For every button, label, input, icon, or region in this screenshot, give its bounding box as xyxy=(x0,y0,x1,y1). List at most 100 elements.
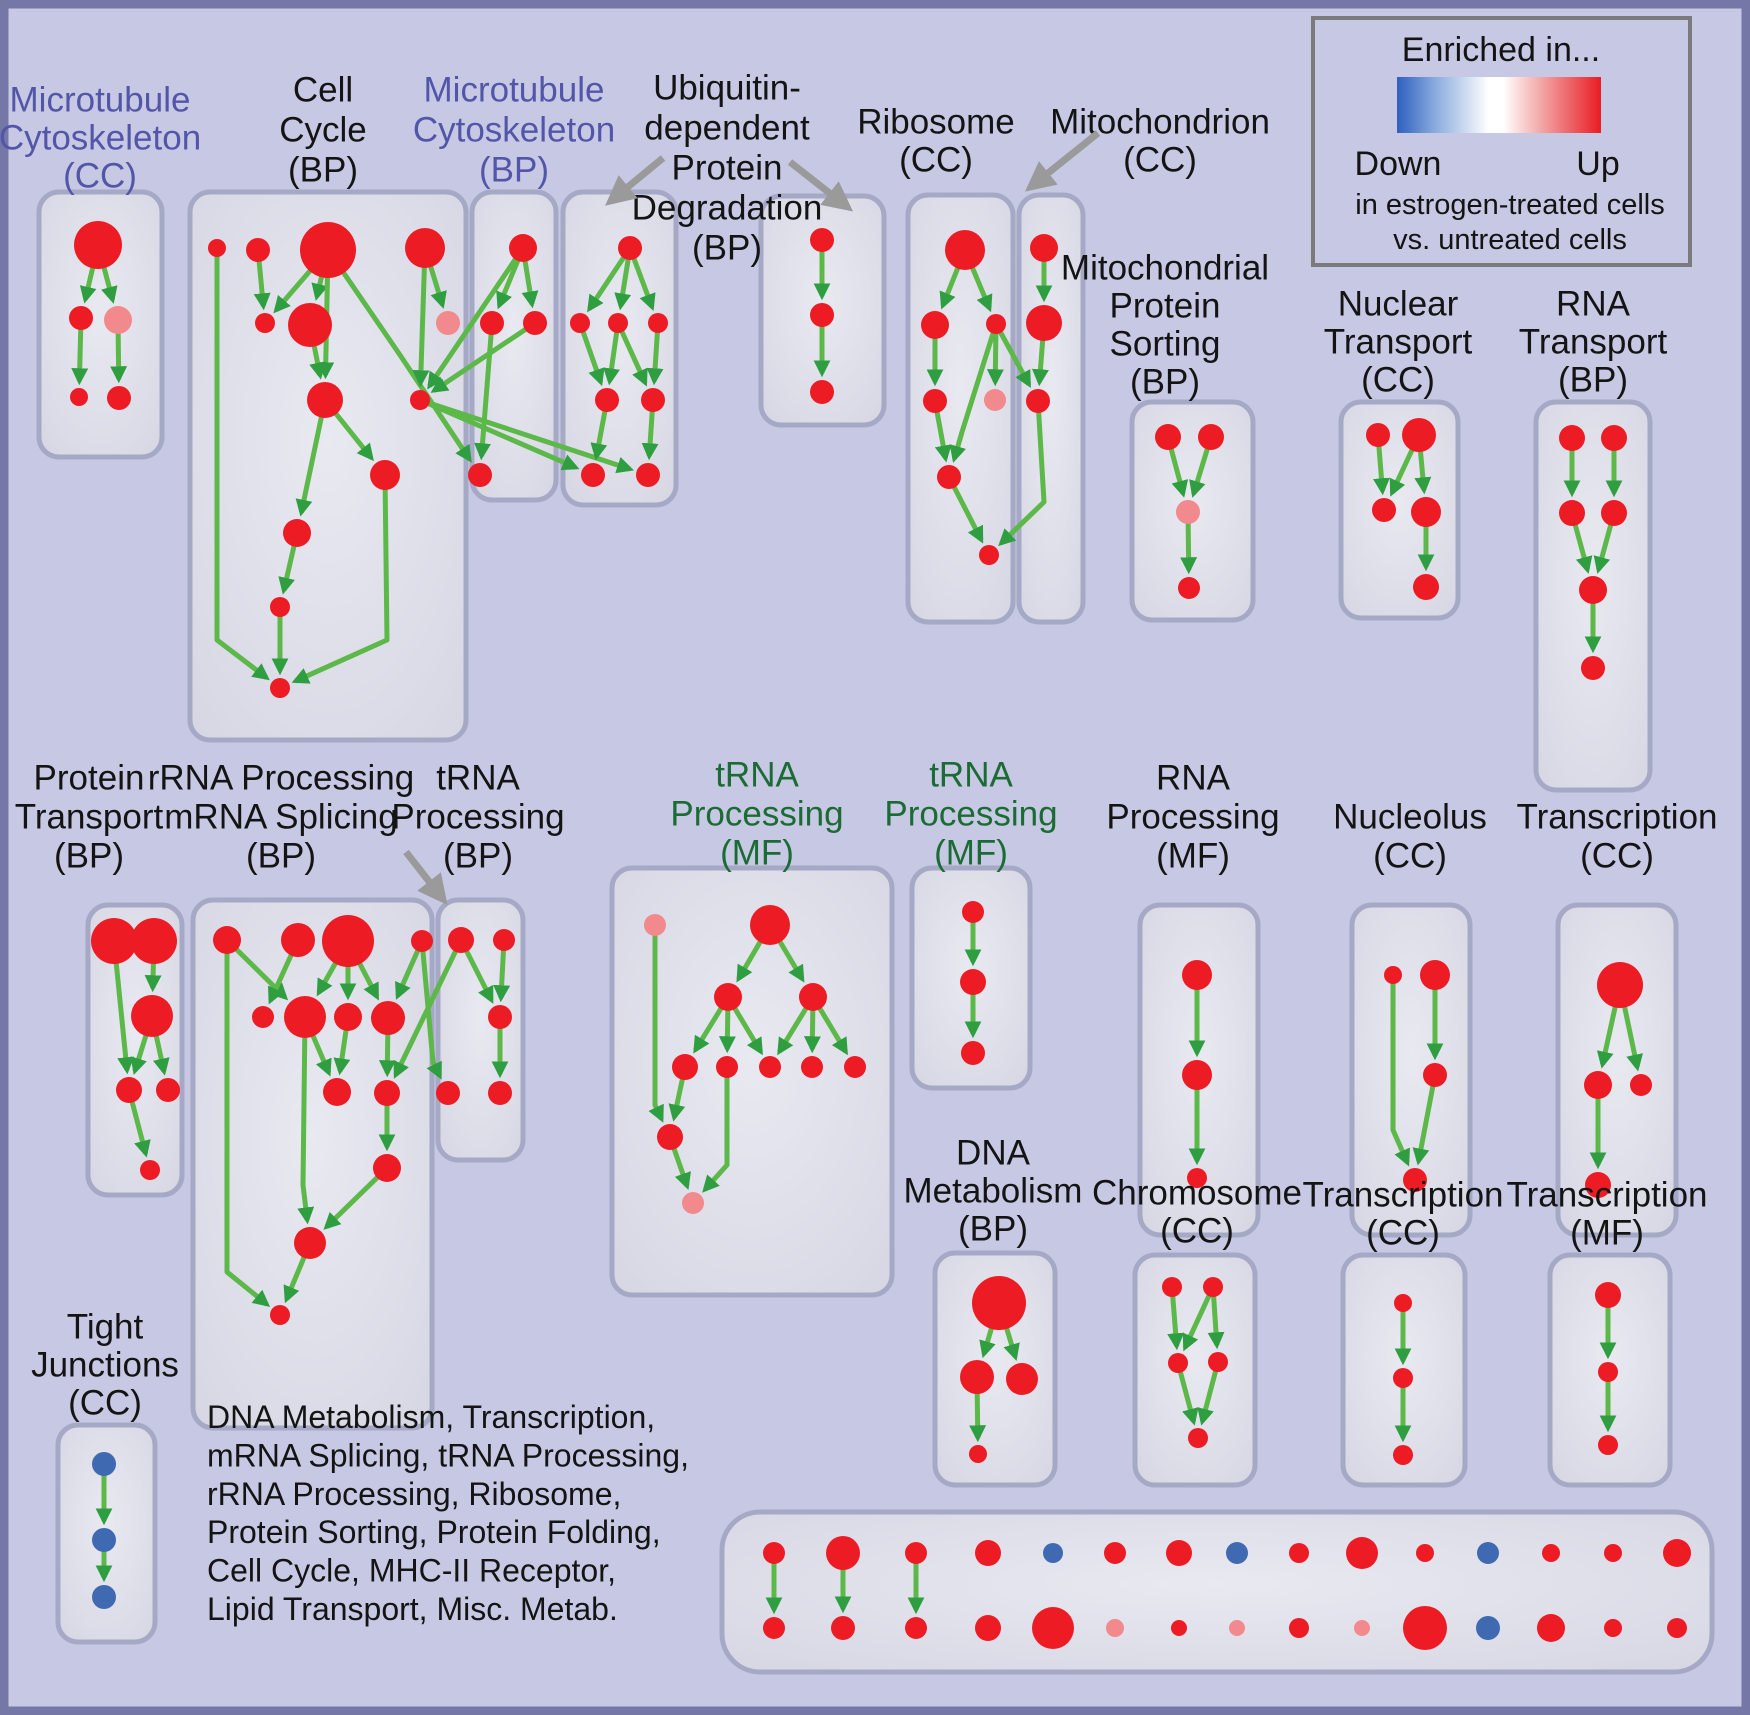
hierarchy-edge xyxy=(224,940,271,1307)
cluster-label-trna-processing-mf-2: Processing xyxy=(884,795,1057,834)
hierarchy-edge xyxy=(295,399,328,517)
hierarchy-edge xyxy=(577,322,605,387)
go-term-node-L10 xyxy=(374,1080,400,1106)
go-term-node-T3 xyxy=(1168,1353,1188,1373)
cluster-label-microtubule-cc: Microtubule xyxy=(10,81,191,120)
cluster-label-cell-cycle: (BP) xyxy=(288,151,358,190)
go-term-node-B3 xyxy=(300,222,356,278)
go-term-node-D6 xyxy=(641,388,665,412)
misc-node-top-11 xyxy=(1416,1544,1434,1562)
go-term-node-N2 xyxy=(750,905,790,945)
go-term-node-B7 xyxy=(436,311,460,335)
cluster-label-protein-transport: Transport xyxy=(15,798,164,837)
hierarchy-edge xyxy=(1182,1285,1216,1352)
cluster-label-nucleolus: (CC) xyxy=(1373,837,1447,876)
cluster-label-mito-protein-sorting: Protein xyxy=(1110,287,1221,326)
cluster-label-microtubule-bp: (BP) xyxy=(479,151,549,190)
go-term-node-B13 xyxy=(270,678,290,698)
misc-node-top-4 xyxy=(975,1540,1001,1566)
go-term-node-R2 xyxy=(1584,1071,1612,1099)
misc-node-top-13 xyxy=(1542,1544,1560,1562)
go-term-node-U3 xyxy=(1393,1445,1413,1465)
color-legend: Enriched in... Down Up in estrogen-treated … xyxy=(1311,16,1692,267)
label-pointer-arrow-mitochondrion xyxy=(1024,130,1101,192)
misc-node-bottom-13 xyxy=(1537,1614,1565,1642)
misc-node-top-1 xyxy=(763,1542,785,1564)
go-term-node-K2 xyxy=(131,918,177,964)
cluster-label-microtubule-cc: (CC) xyxy=(63,157,137,196)
cluster-label-dna-metabolism: (BP) xyxy=(958,1210,1028,1249)
cluster-label-microtubule-cc: Cytoskeleton xyxy=(0,119,201,158)
cluster-label-cell-cycle: Cell xyxy=(293,71,353,110)
cluster-label-trna-processing-mf-2: (MF) xyxy=(934,834,1008,873)
go-term-node-C2 xyxy=(480,311,504,335)
misc-category-line: mRNA Splicing, tRNA Processing, xyxy=(207,1437,689,1473)
misc-node-bottom-5 xyxy=(1032,1607,1074,1649)
go-term-node-J4 xyxy=(1601,500,1627,526)
misc-node-bottom-8 xyxy=(1229,1620,1245,1636)
go-term-node-B2 xyxy=(246,238,270,262)
misc-node-bottom-12 xyxy=(1476,1616,1500,1640)
cluster-label-nuclear-transport: (CC) xyxy=(1361,361,1435,400)
go-term-node-L3 xyxy=(322,915,374,967)
go-term-node-D4 xyxy=(648,313,668,333)
go-term-node-F1 xyxy=(945,230,985,270)
misc-node-top-7 xyxy=(1166,1540,1192,1566)
legend-subtitle-line1: in estrogen-treated cells xyxy=(1355,189,1665,221)
misc-node-bottom-1 xyxy=(763,1617,785,1639)
misc-node-top-15 xyxy=(1663,1539,1691,1567)
misc-node-bottom-14 xyxy=(1604,1619,1622,1637)
cluster-label-chromosome: Chromosome xyxy=(1092,1174,1302,1213)
go-term-node-B8 xyxy=(307,382,343,418)
cluster-label-transcription-cc-1: Transcription xyxy=(1517,798,1718,837)
misc-node-top-8 xyxy=(1226,1542,1248,1564)
cluster-label-tight-junctions: Junctions xyxy=(31,1346,179,1385)
go-term-node-I3 xyxy=(1372,498,1396,522)
cluster-label-mitochondrion: Mitochondrion xyxy=(1050,103,1270,142)
cluster-labels-layer: MicrotubuleCytoskeleton(CC)CellCycle(BP)… xyxy=(0,69,1718,1423)
cluster-box-ubiquitin-degradation xyxy=(560,189,679,508)
go-term-node-R4 xyxy=(1585,1172,1611,1198)
misc-node-bottom-4 xyxy=(975,1615,1001,1641)
go-term-node-K5 xyxy=(156,1078,180,1102)
cluster-label-ribosome: Ribosome xyxy=(857,103,1015,142)
go-term-node-Q3 xyxy=(1423,1063,1447,1087)
hierarchy-edge xyxy=(474,322,495,461)
cluster-label-protein-transport: Protein xyxy=(34,759,145,798)
go-term-node-S1 xyxy=(972,1276,1026,1330)
misc-node-top-9 xyxy=(1289,1543,1309,1563)
cluster-label-nucleolus: Nucleolus xyxy=(1333,798,1487,837)
go-term-node-L11 xyxy=(373,1154,401,1182)
go-term-node-L6 xyxy=(284,996,326,1038)
go-term-node-R1 xyxy=(1597,962,1643,1008)
go-term-node-Q2 xyxy=(1420,960,1450,990)
go-term-node-V3 xyxy=(1598,1435,1618,1455)
cluster-box-misc-terms xyxy=(719,1509,1715,1675)
hierarchy-edge xyxy=(427,246,526,390)
go-term-node-I2 xyxy=(1402,418,1436,452)
cluster-label-rna-processing-mf: (MF) xyxy=(1156,837,1230,876)
go-term-node-I4 xyxy=(1411,497,1441,527)
hierarchy-edge xyxy=(993,322,1032,389)
misc-node-bottom-6 xyxy=(1106,1619,1124,1637)
go-term-node-E1 xyxy=(810,228,834,252)
go-term-nodes-layer xyxy=(69,221,1652,1609)
go-term-node-B1 xyxy=(208,239,226,257)
cluster-label-tight-junctions: (CC) xyxy=(68,1384,142,1423)
go-term-node-C3 xyxy=(523,311,547,335)
go-term-node-O1 xyxy=(962,901,984,923)
legend-subtitle-line2: vs. untreated cells xyxy=(1393,224,1627,256)
go-term-node-V2 xyxy=(1598,1362,1618,1382)
hierarchy-edge xyxy=(214,248,270,681)
cluster-label-ubiquitin-degradation: Protein xyxy=(672,149,783,188)
go-term-node-E2 xyxy=(810,303,834,327)
misc-node-bottom-7 xyxy=(1171,1620,1187,1636)
cluster-label-mito-protein-sorting: (BP) xyxy=(1130,363,1200,402)
go-term-node-Q4 xyxy=(1403,1168,1427,1192)
go-term-node-L7 xyxy=(334,1003,362,1031)
cluster-label-rna-processing-mf: Processing xyxy=(1106,798,1279,837)
go-term-node-T2 xyxy=(1203,1277,1223,1297)
go-term-node-M3 xyxy=(488,1005,512,1029)
cluster-box-mitochondrion xyxy=(1016,192,1086,625)
